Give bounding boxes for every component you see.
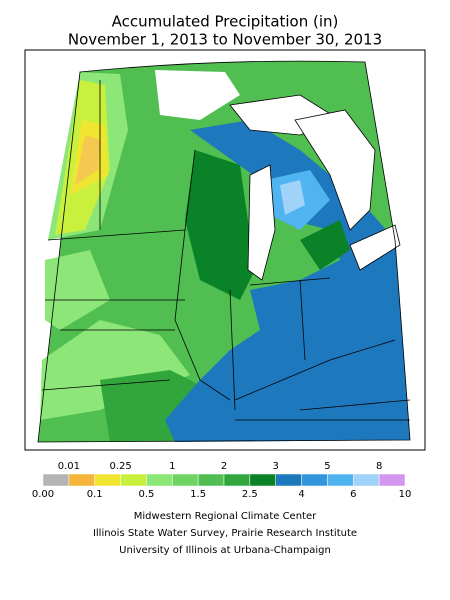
legend-label: 0.25 [109,461,131,472]
legend-label: 0.1 [87,489,103,500]
credit-line: Illinois State Water Survey, Prairie Res… [93,528,357,539]
legend-swatch [378,473,406,487]
legend-label: 10 [399,489,412,500]
legend-label: 4 [298,489,304,500]
legend-label: 5 [324,461,330,472]
legend-label: 2 [221,461,227,472]
legend-label: 0.01 [58,461,80,472]
legend-swatch [223,473,251,487]
legend-label: 0.5 [138,489,154,500]
legend-label: 0.00 [32,489,54,500]
legend-swatch [327,473,354,487]
map [37,60,411,443]
legend-swatch [42,473,70,487]
legend-swatch [301,473,328,487]
legend-swatch [120,473,147,487]
legend-label: 8 [376,461,382,472]
legend-label: 1.5 [190,489,206,500]
subtitle: November 1, 2013 to November 30, 2013 [68,31,382,49]
legend-swatch [197,473,225,487]
legend-swatch [172,473,199,487]
title: Accumulated Precipitation (in) [112,13,339,31]
legend-swatch [275,473,302,487]
legend-swatch [353,473,380,487]
legend-label: 3 [273,461,279,472]
legend-label: 2.5 [242,489,258,500]
legend: 0.00 0.01 0.1 0.25 0.5 1 1.5 2 2.5 3 4 5 6 8 10 [32,461,412,500]
legend-swatch [68,473,95,487]
legend-label: 1 [169,461,175,472]
credit-line: Midwestern Regional Climate Center [134,511,317,522]
credit-line: University of Illinois at Urbana-Champai… [119,545,331,556]
legend-swatch [249,473,276,487]
legend-swatch [146,473,173,487]
legend-swatch [94,473,121,487]
legend-label: 6 [350,489,356,500]
